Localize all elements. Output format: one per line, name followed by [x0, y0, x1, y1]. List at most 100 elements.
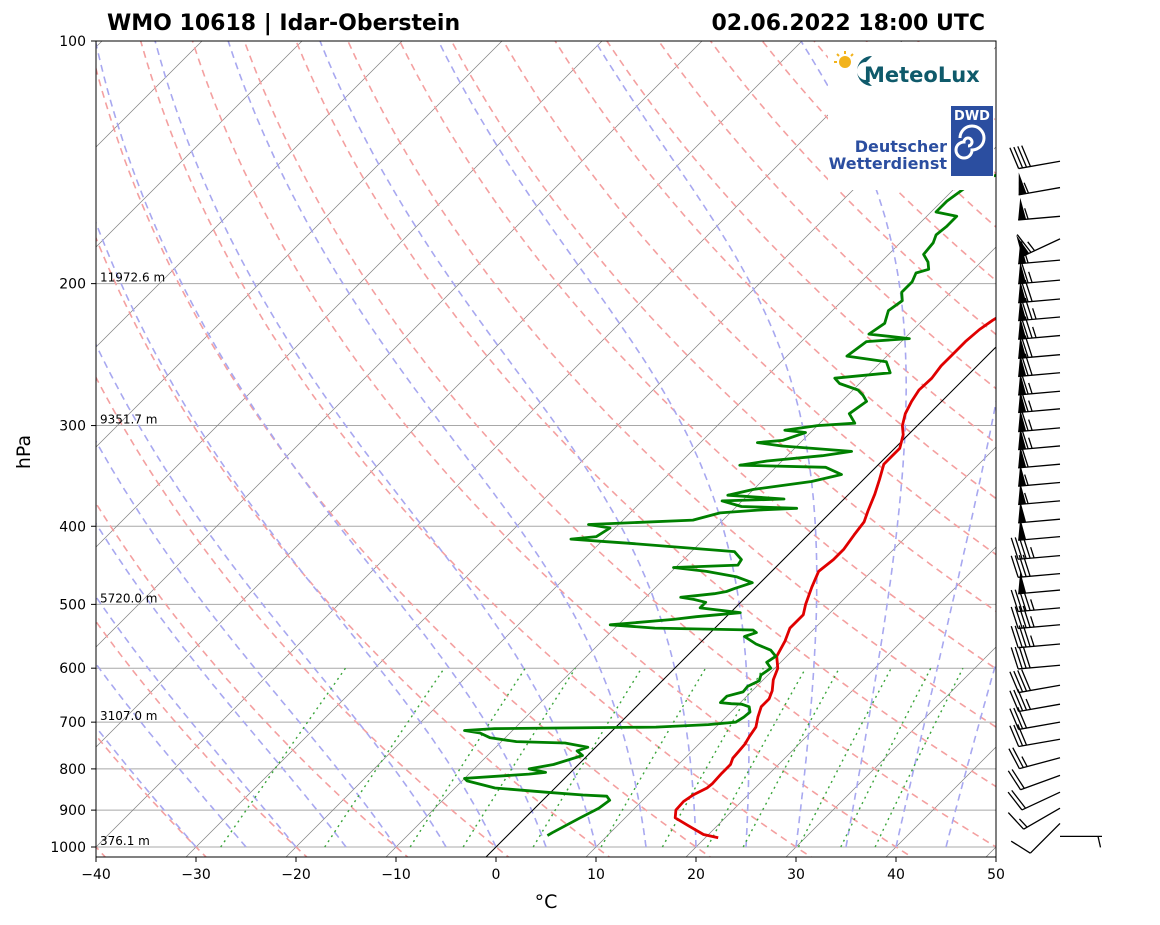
barb-half: [1028, 437, 1033, 449]
chart-title-datetime: 02.06.2022 18:00 UTC: [711, 11, 985, 36]
barb-full: [1014, 555, 1023, 578]
mixing-ratio-line: [742, 667, 840, 848]
barb-full: [1011, 769, 1025, 789]
barb-staff: [1018, 643, 1061, 649]
moist-adiabat-line: [96, 439, 397, 848]
dewpoint-line: [463, 173, 996, 837]
barb-full: [1014, 625, 1023, 648]
wind-barb: [1016, 234, 1061, 258]
y-tick-label: 1000: [50, 840, 86, 856]
barb-flag: [1018, 316, 1027, 340]
logo-area: MeteoLux DWD Deutscher Wetterdienst: [828, 42, 994, 190]
barb-half: [1028, 271, 1033, 283]
barb-full: [1010, 589, 1019, 612]
y-tick-label: 400: [59, 519, 86, 535]
wind-barb: [1018, 172, 1061, 196]
barb-staff: [1018, 316, 1061, 322]
isotherm-line: [485, 346, 996, 857]
x-tick-label: −10: [381, 867, 411, 883]
barb-full: [1013, 724, 1024, 747]
profile-lines: 376.1 m 3107.0 m 5720.0 m 9351.7 m 11972.6 m: [100, 173, 996, 848]
mixing-ratio-line: [532, 667, 643, 848]
barb-staff: [1018, 721, 1061, 731]
x-tick-label: −20: [281, 867, 311, 883]
barb-full: [1009, 725, 1020, 747]
barb-half: [1030, 616, 1035, 628]
dry-adiabat-line: [450, 41, 996, 613]
meteolux-text: MeteoLux: [864, 63, 980, 87]
barb-staff: [1021, 791, 1061, 811]
zero-isotherm-line: [485, 346, 996, 857]
barb-full: [1007, 770, 1022, 791]
barb-half: [1025, 698, 1032, 710]
barb-flag: [1018, 427, 1027, 450]
wind-barb: [1010, 646, 1061, 670]
height-label: 376.1 m: [100, 834, 150, 848]
barb-full: [1009, 708, 1020, 730]
dry-adiabat-line: [139, 41, 813, 857]
moist-adiabat-line: [154, 41, 597, 848]
x-tick-label: 50: [987, 867, 1005, 883]
barb-half: [1028, 400, 1033, 412]
barb-half: [1032, 326, 1037, 338]
wind-barbs: [1007, 145, 1102, 854]
barb-flag: [1018, 390, 1027, 413]
meteolux-swoosh-icon: [857, 56, 872, 86]
barb-flag: [1018, 172, 1027, 195]
y-axis-label: hPa: [13, 435, 35, 469]
wind-barb: [1010, 624, 1061, 649]
barb-full: [1009, 147, 1020, 169]
wind-barb: [1010, 605, 1061, 630]
barb-flag: [1018, 354, 1027, 377]
height-label: 11972.6 m: [100, 271, 165, 285]
barb-staff: [1018, 334, 1061, 340]
barb-staff: [1018, 573, 1061, 578]
moist-adiabat-line: [96, 725, 197, 848]
wind-barb: [1009, 707, 1061, 731]
barb-staff: [1018, 554, 1061, 560]
barb-full: [1009, 671, 1020, 693]
isotherm-line: [96, 41, 803, 748]
moist-adiabat-line: [96, 342, 447, 848]
barb-flag: [1018, 500, 1027, 523]
mixing-ratio-line: [874, 667, 964, 848]
barb-full: [1007, 791, 1023, 811]
x-tick-label: 30: [787, 867, 805, 883]
barb-full: [1011, 790, 1027, 809]
barb-staff: [1023, 807, 1061, 830]
wind-barb: [1018, 427, 1061, 451]
dwd-line2: Wetterdienst: [829, 154, 948, 173]
barb-full: [1007, 812, 1025, 830]
wind-barb: [1007, 807, 1061, 830]
background-lines: [96, 41, 996, 857]
y-tick-label: 700: [59, 715, 86, 731]
mixing-ratio-line: [462, 667, 576, 848]
y-tick-label: 800: [59, 762, 86, 778]
barb-full: [1010, 537, 1019, 560]
dry-adiabat-line: [347, 41, 996, 729]
wind-barb: [1018, 297, 1061, 322]
wind-barb: [1007, 790, 1061, 811]
barb-full: [1013, 670, 1024, 693]
barb-full: [1014, 537, 1023, 560]
mixing-ratio-line: [797, 667, 892, 848]
barb-half: [1028, 382, 1033, 394]
barb-full: [1018, 606, 1027, 628]
barb-full: [1018, 646, 1027, 669]
barb-full: [1020, 335, 1029, 358]
wind-barb: [1009, 145, 1061, 170]
barb-staff: [1018, 259, 1061, 265]
barb-flag: [1018, 372, 1027, 395]
mixing-ratio-line: [600, 667, 707, 848]
barb-full: [1017, 146, 1028, 168]
y-tick-label: 500: [59, 597, 86, 613]
barb-staff: [1018, 445, 1061, 451]
dry-adiabat-line: [96, 235, 611, 857]
wind-barb: [1018, 482, 1061, 506]
mixing-ratio-line: [324, 667, 445, 848]
isotherm-line: [96, 41, 303, 248]
barb-flag: [1018, 336, 1027, 359]
barb-full: [1017, 670, 1028, 692]
wind-barb: [1009, 669, 1061, 694]
